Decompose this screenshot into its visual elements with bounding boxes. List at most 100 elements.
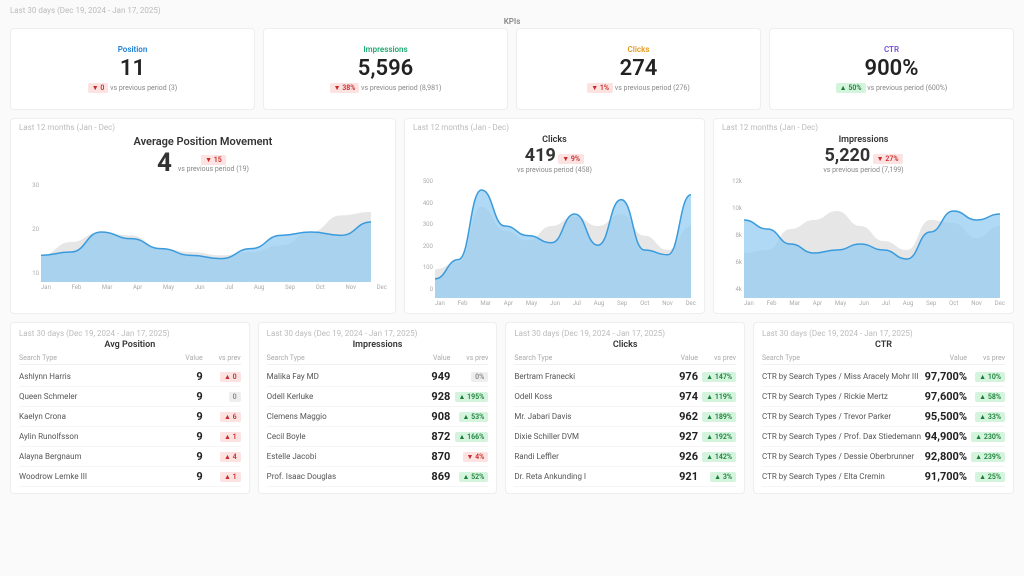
delta-badge: ▲ 52% [459,472,489,482]
kpi-card-ctr[interactable]: CTR 900% ▲ 50% vs previous period (600%) [769,28,1014,110]
kpi-value: 274 [525,56,752,81]
table-row[interactable]: Dixie Schiller DVM 927 ▲ 192% [514,427,736,447]
row-delta: ▲ 10% [967,372,1005,382]
table-row[interactable]: Woodrow Lemke III 9 ▲ 1 [19,467,241,487]
chart-ylabels: 12k10k8k6k4k [722,178,742,293]
delta-badge: ▲ 3% [710,472,736,482]
row-delta: ▲ 1 [203,432,241,442]
row-name: Prof. Isaac Douglas [267,472,405,481]
chart-date-range: Last 12 months (Jan - Dec) [19,123,115,132]
chart-body: 302010 JanFebMarAprMayJunJulAugSepOctNov… [19,182,387,291]
table-row[interactable]: Kaelyn Crona 9 ▲ 6 [19,407,241,427]
delta-badge: ▲ 119% [702,392,736,402]
table-row[interactable]: Dr. Reta Ankunding I 921 ▲ 3% [514,467,736,487]
th-prev: vs prev [203,354,241,362]
table-row[interactable]: Cecil Boyle 872 ▲ 166% [267,427,489,447]
row-delta: ▲ 119% [698,392,736,402]
table-row[interactable]: Clemens Maggio 908 ▲ 53% [267,407,489,427]
charts-row: Last 12 months (Jan - Dec) Average Posit… [10,118,1014,314]
row-name: CTR by Search Types / Elta Cremin [762,472,921,481]
table-row[interactable]: Randi Leffler 926 ▲ 142% [514,447,736,467]
table-row[interactable]: CTR by Search Types / Miss Aracely Mohr … [762,367,1005,387]
row-value: 949 [404,370,450,383]
row-value: 872 [404,430,450,443]
table-row[interactable]: Bertram Franecki 976 ▲ 147% [514,367,736,387]
delta-badge: ▲ 58% [975,392,1005,402]
table-row[interactable]: Prof. Isaac Douglas 869 ▲ 52% [267,467,489,487]
kpi-label: Clicks [525,45,752,54]
table-row[interactable]: CTR by Search Types / Trevor Parker 95,5… [762,407,1005,427]
row-name: Malika Fay MD [267,372,405,381]
table-row[interactable]: Alayna Bergnaum 9 ▲ 4 [19,447,241,467]
table-date-range: Last 30 days (Dec 19, 2024 - Jan 17, 202… [19,329,241,338]
table-header: Search Type Value vs prev [267,354,489,365]
table-row[interactable]: CTR by Search Types / Rickie Mertz 97,60… [762,387,1005,407]
table-row[interactable]: Ashlynn Harris 9 ▲ 0 [19,367,241,387]
row-delta: ▲ 6 [203,412,241,422]
table-row[interactable]: Malika Fay MD 949 0% [267,367,489,387]
delta-badge: ▲ 50% [836,83,866,93]
chart-title: Average Position Movement [134,135,273,148]
delta-badge: ▼ 0 [88,83,109,93]
table-row[interactable]: Queen Schmeler 9 0 [19,387,241,407]
table-row[interactable]: CTR by Search Types / Elta Cremin 91,700… [762,467,1005,487]
row-delta: ▲ 25% [967,472,1005,482]
row-name: CTR by Search Types / Trevor Parker [762,412,921,421]
row-delta: ▲ 4 [203,452,241,462]
chart-xlabels: JanFebMarAprMayJunJulAugSepOctNovDec [413,300,696,307]
table-row[interactable]: Odell Kerluke 928 ▲ 195% [267,387,489,407]
table-title: Clicks [514,340,736,350]
delta-badge: ▼ 4% [463,452,489,462]
table-row[interactable]: CTR by Search Types / Dessie Oberbrunner… [762,447,1005,467]
delta-badge: ▲ 33% [975,412,1005,422]
th-search-type: Search Type [514,354,652,362]
row-delta: ▲ 195% [450,392,488,402]
table-avg-position: Last 30 days (Dec 19, 2024 - Jan 17, 202… [10,322,250,494]
chart-svg [744,178,1000,298]
row-value: 870 [404,450,450,463]
tables-row: Last 30 days (Dec 19, 2024 - Jan 17, 202… [10,322,1014,494]
delta-badge: ▲ 166% [455,432,489,442]
row-name: Ashlynn Harris [19,372,157,381]
chart-xlabels: JanFebMarAprMayJunJulAugSepOctNovDec [19,284,387,291]
kpi-card-position[interactable]: Position 11 ▼ 0 vs previous period (3) [10,28,255,110]
table-row[interactable]: CTR by Search Types / Prof. Dax Stiedema… [762,427,1005,447]
table-title: CTR [762,340,1005,350]
chart-value: 4 [157,148,172,178]
delta-badge: ▲ 6 [220,412,241,422]
kpi-card-clicks[interactable]: Clicks 274 ▼ 1% vs previous period (276) [516,28,761,110]
kpi-sub: ▼ 0 vs previous period (3) [19,83,246,93]
table-row[interactable]: Odell Koss 974 ▲ 119% [514,387,736,407]
row-name: CTR by Search Types / Miss Aracely Mohr … [762,372,921,381]
table-clicks: Last 30 days (Dec 19, 2024 - Jan 17, 202… [505,322,745,494]
row-name: Alayna Bergnaum [19,452,157,461]
row-value: 94,900% [921,430,967,443]
delta-badge: ▲ 142% [702,452,736,462]
kpi-label: Impressions [272,45,499,54]
row-delta: ▲ 33% [967,412,1005,422]
table-row[interactable]: Mr. Jabari Davis 962 ▲ 189% [514,407,736,427]
row-value: 9 [157,450,203,463]
table-row[interactable]: Aylin Runolfsson 9 ▲ 1 [19,427,241,447]
th-search-type: Search Type [762,354,921,362]
table-impressions: Last 30 days (Dec 19, 2024 - Jan 17, 202… [258,322,498,494]
row-value: 9 [157,430,203,443]
row-delta: 0% [450,372,488,382]
table-row[interactable]: Estelle Jacobi 870 ▼ 4% [267,447,489,467]
row-value: 974 [652,390,698,403]
th-search-type: Search Type [267,354,405,362]
kpi-card-impressions[interactable]: Impressions 5,596 ▼ 38% vs previous peri… [263,28,508,110]
row-name: Bertram Franecki [514,372,652,381]
row-name: Cecil Boyle [267,432,405,441]
kpi-sub: ▼ 1% vs previous period (276) [525,83,752,93]
delta-badge: ▲ 0 [220,372,241,382]
table-header: Search Type Value vs prev [762,354,1005,365]
th-search-type: Search Type [19,354,157,362]
row-value: 962 [652,410,698,423]
row-name: Randi Leffler [514,452,652,461]
table-ctr: Last 30 days (Dec 19, 2024 - Jan 17, 202… [753,322,1014,494]
table-title: Avg Position [19,340,241,350]
row-value: 9 [157,410,203,423]
row-name: Odell Koss [514,392,652,401]
th-value: Value [652,354,698,362]
